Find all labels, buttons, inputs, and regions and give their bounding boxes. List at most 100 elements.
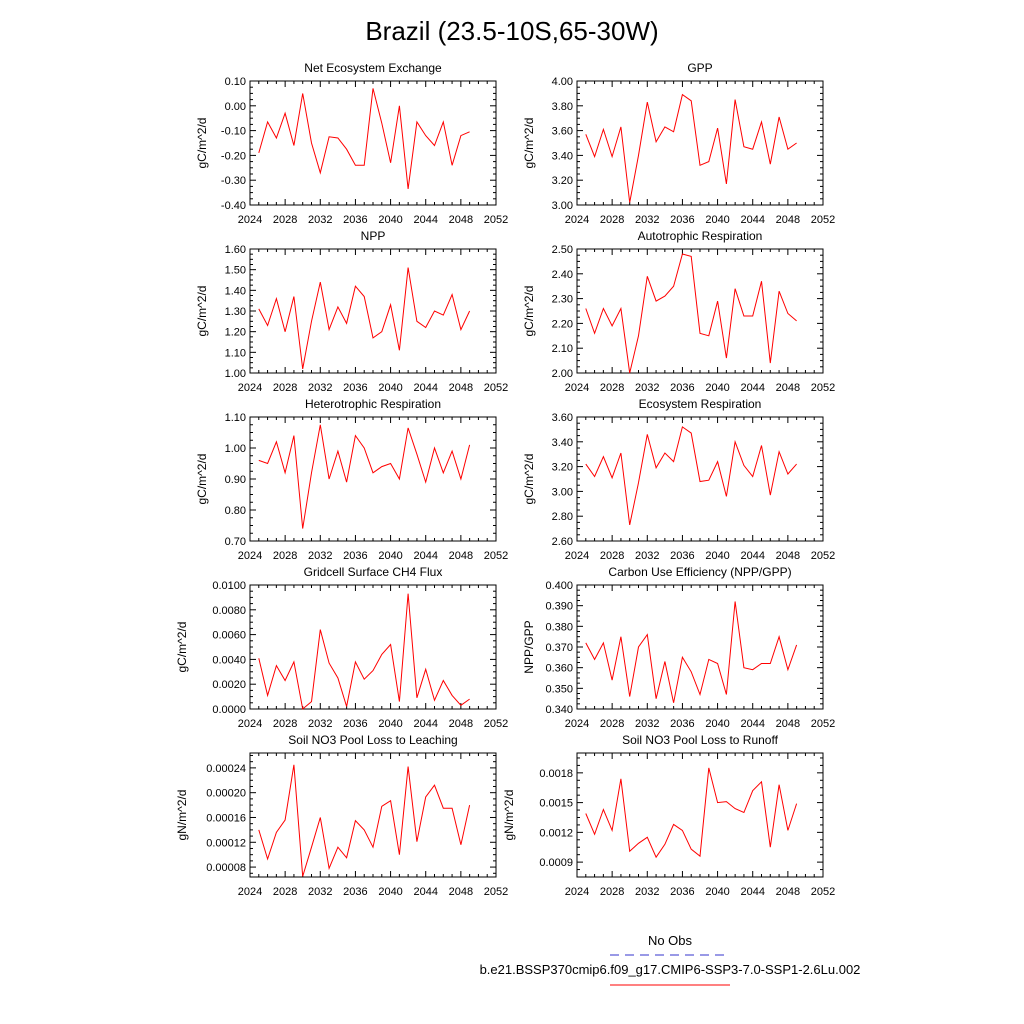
x-tick-label: 2032	[308, 886, 332, 898]
y-tick-label: 3.60	[552, 412, 573, 424]
y-tick-label: 1.50	[225, 265, 246, 277]
x-tick-label: 2028	[273, 214, 297, 226]
chart-panel: Soil NO3 Pool Loss to Leaching 2024 2028 20…	[175, 733, 508, 898]
x-tick-label: 2036	[670, 214, 694, 226]
y-tick-label: 2.60	[552, 536, 573, 548]
panel-title: Soil NO3 Pool Loss to Runoff	[622, 733, 779, 747]
panel-title: Carbon Use Efficiency (NPP/GPP)	[608, 565, 791, 579]
series-line	[258, 88, 470, 189]
y-axis-label: gN/m^2/d	[175, 790, 189, 841]
y-tick-label: 4.00	[552, 76, 573, 88]
x-tick-label: 2052	[811, 550, 835, 562]
y-tick-label: 0.0012	[539, 827, 573, 839]
y-tick-label: 2.20	[552, 318, 573, 330]
x-tick-label: 2048	[449, 886, 473, 898]
panel-title: GPP	[687, 61, 712, 75]
x-tick-label: 2048	[776, 886, 800, 898]
x-tick-label: 2040	[378, 886, 402, 898]
panel-title: Net Ecosystem Exchange	[304, 61, 442, 75]
x-tick-label: 2040	[705, 382, 729, 394]
panel-title: Ecosystem Respiration	[639, 397, 762, 411]
y-tick-label: 3.80	[552, 101, 573, 113]
x-tick-label: 2052	[484, 550, 508, 562]
series-line	[258, 267, 471, 369]
y-tick-label: 1.30	[225, 306, 246, 318]
series-line	[258, 764, 471, 877]
x-tick-label: 2032	[308, 718, 332, 730]
y-tick-label: 0.90	[225, 474, 246, 486]
x-tick-label: 2044	[413, 718, 437, 730]
y-tick-label: 2.50	[552, 244, 573, 256]
x-tick-label: 2036	[343, 214, 367, 226]
y-axis-label: gC/m^2/d	[522, 454, 536, 505]
plot-frame	[576, 248, 824, 374]
y-tick-label: 0.340	[545, 704, 573, 716]
x-tick-label: 2036	[343, 718, 367, 730]
y-tick-label: 0.0018	[539, 768, 573, 780]
x-tick-label: 2052	[811, 382, 835, 394]
series-line	[585, 601, 798, 703]
series-line	[585, 426, 797, 526]
y-axis-label: gC/m^2/d	[522, 286, 536, 337]
figure-title: Brazil (23.5-10S,65-30W)	[365, 16, 658, 46]
x-tick-label: 2048	[776, 382, 800, 394]
x-tick-label: 2024	[565, 382, 589, 394]
series-line	[585, 93, 797, 203]
y-tick-label: 1.00	[225, 443, 246, 455]
y-tick-label: 1.10	[225, 412, 246, 424]
x-tick-label: 2028	[273, 718, 297, 730]
panel-title: Autotrophic Respiration	[638, 229, 763, 243]
x-tick-label: 2024	[565, 550, 589, 562]
x-tick-label: 2032	[308, 550, 332, 562]
y-tick-label: 0.380	[545, 621, 573, 633]
x-tick-label: 2052	[484, 886, 508, 898]
y-tick-label: -0.10	[221, 126, 246, 138]
x-tick-label: 2044	[413, 214, 437, 226]
legend-label-obs: No Obs	[648, 933, 693, 948]
y-tick-label: 2.30	[552, 294, 573, 306]
y-tick-label: 0.0100	[212, 580, 246, 592]
y-tick-label: -0.40	[221, 200, 246, 212]
y-tick-label: 3.60	[552, 126, 573, 138]
y-tick-label: 0.70	[225, 536, 246, 548]
chart-panel: Autotrophic Respiration 2024 2028 2032 2036 2…	[522, 229, 835, 394]
x-tick-label: 2024	[565, 214, 589, 226]
x-tick-label: 2032	[635, 886, 659, 898]
plot-frame	[249, 752, 497, 878]
y-tick-label: 0.00016	[206, 812, 246, 824]
y-tick-label: 0.0080	[212, 605, 246, 617]
chart-panel: Carbon Use Efficiency (NPP/GPP) 2024 2028 2…	[522, 565, 835, 730]
x-tick-label: 2044	[413, 382, 437, 394]
x-tick-label: 2044	[740, 382, 764, 394]
chart-panel: NPP 2024 2028 2032 2036 2040 2044 2048 2052 1.00 1…	[195, 229, 508, 394]
y-tick-label: 0.00012	[206, 837, 246, 849]
plot-frame	[249, 416, 497, 542]
panel-title: Soil NO3 Pool Loss to Leaching	[288, 733, 457, 747]
x-tick-label: 2036	[670, 886, 694, 898]
y-tick-label: 3.20	[552, 175, 573, 187]
plot-frame	[576, 752, 824, 878]
x-tick-label: 2024	[238, 886, 262, 898]
x-tick-label: 2040	[705, 550, 729, 562]
x-tick-label: 2032	[635, 550, 659, 562]
x-tick-label: 2028	[600, 214, 624, 226]
x-tick-label: 2048	[776, 718, 800, 730]
y-tick-label: 1.20	[225, 327, 246, 339]
x-tick-label: 2044	[740, 718, 764, 730]
y-axis-label: NPP/GPP	[522, 620, 536, 673]
y-tick-label: 0.360	[545, 663, 573, 675]
y-tick-label: 0.390	[545, 601, 573, 613]
y-tick-label: 0.00024	[206, 763, 246, 775]
series-line	[585, 253, 797, 374]
x-tick-label: 2052	[811, 214, 835, 226]
x-tick-label: 2024	[238, 214, 262, 226]
x-tick-label: 2044	[740, 214, 764, 226]
legend-label-run: b.e21.BSSP370cmip6.f09_g17.CMIP6-SSP3-7.…	[480, 962, 861, 977]
x-tick-label: 2048	[449, 214, 473, 226]
y-tick-label: 3.20	[552, 462, 573, 474]
x-tick-label: 2052	[484, 214, 508, 226]
x-tick-label: 2040	[378, 550, 402, 562]
y-tick-label: 0.0040	[212, 654, 246, 666]
panel-title: Gridcell Surface CH4 Flux	[304, 565, 443, 579]
x-tick-label: 2024	[565, 886, 589, 898]
